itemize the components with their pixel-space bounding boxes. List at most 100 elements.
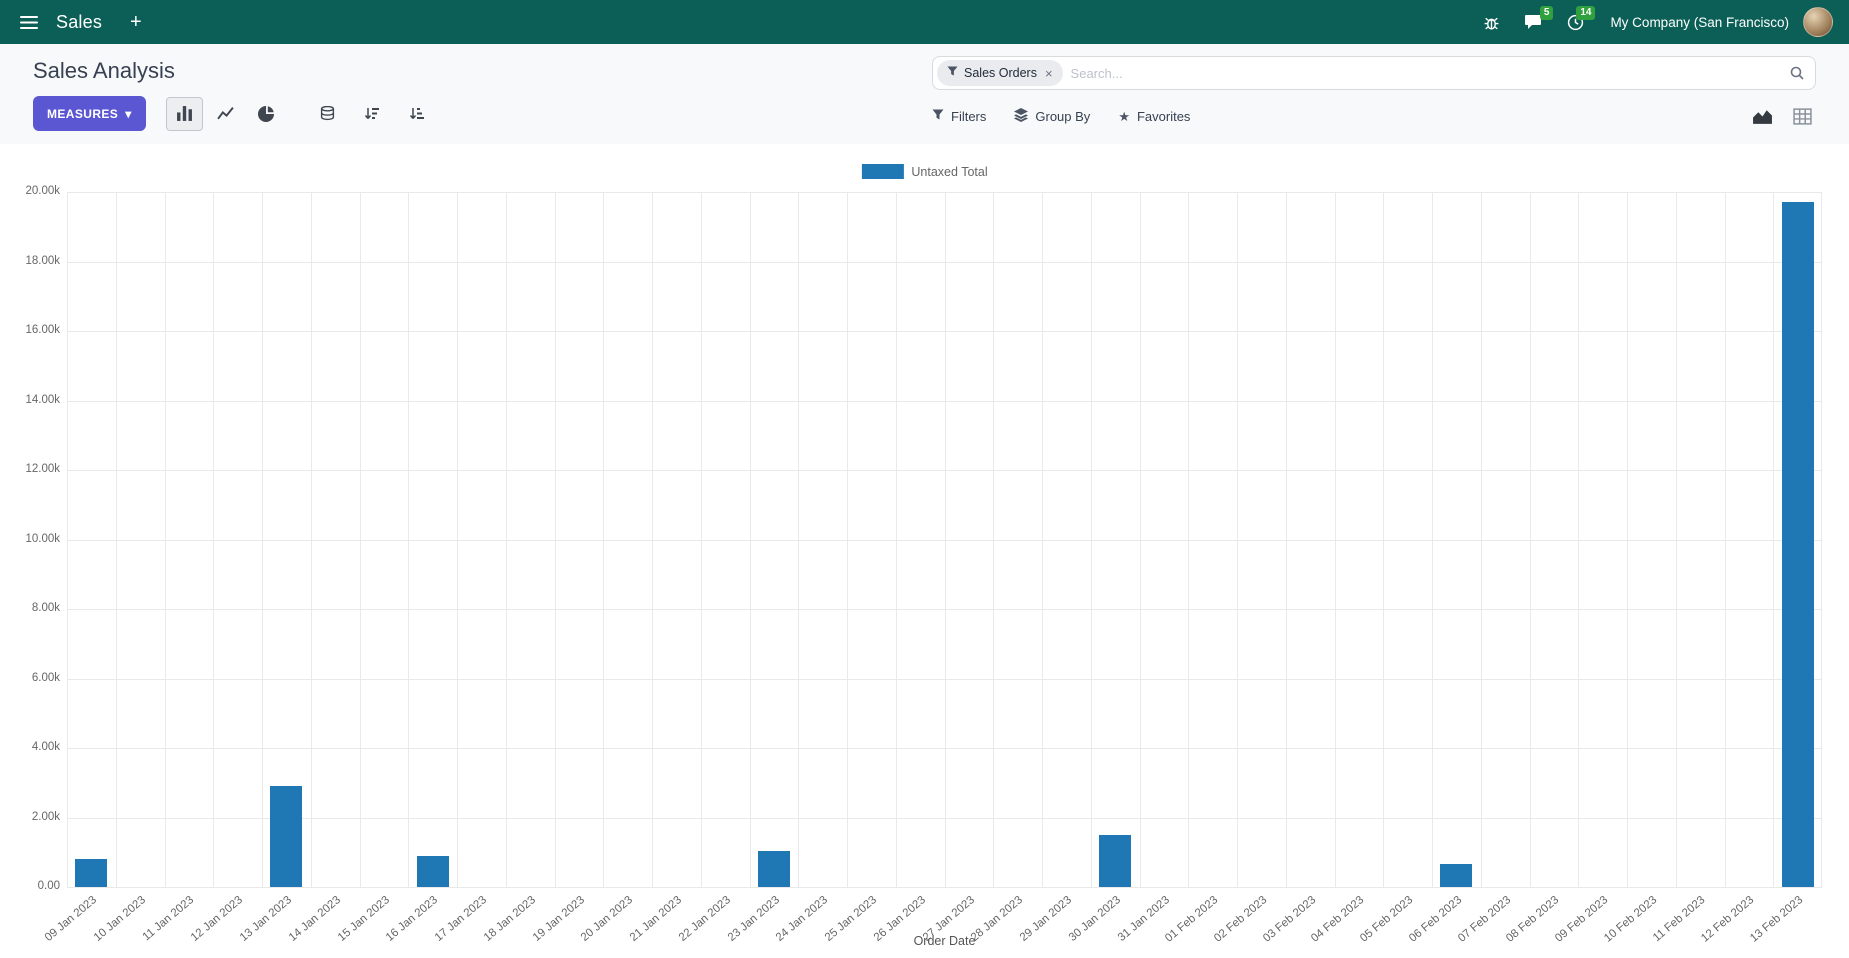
v-gridline (1432, 192, 1433, 887)
y-axis-tick-label: 20.00k (25, 185, 60, 197)
y-axis-tick-label: 16.00k (25, 324, 60, 336)
graph-view-chart: Untaxed Total 0.00 2.00k 4.00k 6.00k 8.00k 10… (0, 144, 1849, 958)
v-gridline (457, 192, 458, 887)
group-by-button[interactable]: Group By (1014, 108, 1090, 125)
v-gridline (1090, 192, 1092, 887)
plot-area: 0.00 2.00k 4.00k 6.00k 8.00k 10.00k 12.00k 14.0… (25, 185, 1822, 892)
filters-button[interactable]: Filters (932, 109, 986, 124)
legend-label: Untaxed Total (911, 164, 988, 179)
bar[interactable] (1099, 834, 1132, 887)
v-gridline (1285, 192, 1287, 887)
facet-label: Sales Orders (964, 66, 1037, 80)
y-axis-tick-label: 6.00k (31, 671, 60, 684)
filter-funnel-icon (947, 64, 958, 82)
v-gridline (652, 192, 653, 887)
v-gridline (505, 192, 507, 887)
v-gridline (1773, 192, 1775, 887)
v-gridline (993, 192, 995, 887)
pie-chart-icon[interactable] (248, 97, 285, 131)
v-gridline (700, 192, 702, 887)
v-gridline (115, 192, 117, 887)
v-gridline (1578, 192, 1580, 887)
filters-label: Filters (951, 109, 987, 124)
v-gridline (262, 192, 263, 887)
v-gridline (67, 192, 68, 887)
filter-group: Filters Group By ★ Favorites (932, 108, 1190, 125)
caret-down-icon: ▾ (125, 106, 132, 121)
y-axis-tick-label: 14.00k (25, 393, 60, 406)
v-gridline (1529, 192, 1531, 887)
measures-button[interactable]: MEASURES ▾ (33, 96, 146, 131)
app-name[interactable]: Sales (56, 11, 103, 32)
h-gridline (67, 887, 1822, 888)
y-axis-tick-label: 18.00k (25, 254, 60, 267)
group-by-label: Group By (1035, 109, 1091, 124)
pivot-view-icon[interactable] (1793, 108, 1812, 125)
company-switcher[interactable]: My Company (San Francisco) (1610, 14, 1789, 30)
top-navbar: Sales + 5 14 My Company (San Francisco) (0, 0, 1849, 44)
view-switcher (1752, 108, 1816, 125)
y-axis-tick-label: 10.00k (25, 532, 60, 545)
search-magnifier-icon[interactable] (1789, 65, 1805, 81)
v-gridline (1724, 192, 1726, 887)
bar[interactable] (75, 859, 108, 887)
y-axis-tick-label: 0.00 (37, 880, 60, 892)
control-panel: Sales Analysis MEASURES ▾ (0, 44, 1849, 144)
v-gridline (749, 192, 751, 887)
v-gridline (895, 192, 897, 887)
activities-clock-icon[interactable]: 14 (1558, 5, 1596, 39)
bar[interactable] (416, 855, 449, 887)
bar[interactable] (1440, 864, 1473, 887)
navbar-systray: 5 14 My Company (San Francisco) (1474, 5, 1833, 39)
bar[interactable] (757, 850, 790, 887)
sort-descending-icon[interactable] (354, 97, 391, 131)
chart-type-switcher (165, 96, 285, 131)
control-panel-left: Sales Analysis MEASURES ▾ (33, 56, 932, 134)
filters-funnel-icon (932, 109, 944, 124)
search-bar[interactable]: Sales Orders × (932, 56, 1816, 90)
v-gridline (359, 192, 361, 887)
graph-toolbar: MEASURES ▾ (33, 96, 932, 131)
plus-icon[interactable]: + (126, 8, 146, 36)
search-options-row: Filters Group By ★ Favorites (932, 99, 1816, 134)
stacked-toggle-icon[interactable] (309, 97, 346, 131)
v-gridline (798, 192, 800, 887)
debug-bug-icon[interactable] (1474, 5, 1508, 39)
x-axis-title: Order Date (913, 934, 976, 948)
v-gridline (1139, 192, 1141, 887)
measures-label: MEASURES (47, 106, 119, 121)
line-chart-icon[interactable] (207, 97, 244, 131)
apps-menu-icon[interactable] (16, 12, 42, 33)
y-axis-tick-label: 12.00k (25, 463, 60, 475)
favorites-label: Favorites (1136, 109, 1191, 124)
star-icon: ★ (1118, 108, 1130, 124)
bar-chart-icon[interactable] (165, 96, 203, 131)
v-gridline (310, 192, 312, 887)
v-gridline (1675, 192, 1677, 887)
graph-view-icon[interactable] (1752, 108, 1773, 125)
v-gridline (213, 192, 215, 887)
legend-swatch (861, 164, 904, 179)
chart-legend[interactable]: Untaxed Total (861, 164, 988, 179)
search-facet[interactable]: Sales Orders × (937, 60, 1063, 86)
v-gridline (1480, 192, 1482, 887)
control-panel-right: Sales Orders × Filters (932, 56, 1816, 134)
y-axis-tick-label: 4.00k (31, 741, 60, 753)
v-gridline (944, 192, 946, 887)
activities-badge: 14 (1576, 6, 1596, 20)
v-gridline (1042, 192, 1043, 887)
bar[interactable] (1781, 202, 1814, 887)
v-gridline (1383, 192, 1385, 887)
messages-icon[interactable]: 5 (1516, 5, 1554, 39)
y-axis-tick-label: 8.00k (31, 602, 60, 614)
search-input[interactable] (1070, 65, 1789, 81)
v-gridline (1627, 192, 1628, 887)
user-avatar[interactable] (1803, 7, 1833, 37)
favorites-button[interactable]: ★ Favorites (1118, 109, 1190, 125)
sort-ascending-icon[interactable] (399, 97, 436, 131)
bar[interactable] (270, 786, 303, 887)
layers-icon (1014, 108, 1029, 125)
page-title: Sales Analysis (33, 58, 175, 83)
v-gridline (164, 192, 166, 887)
facet-remove-icon[interactable]: × (1044, 65, 1053, 81)
